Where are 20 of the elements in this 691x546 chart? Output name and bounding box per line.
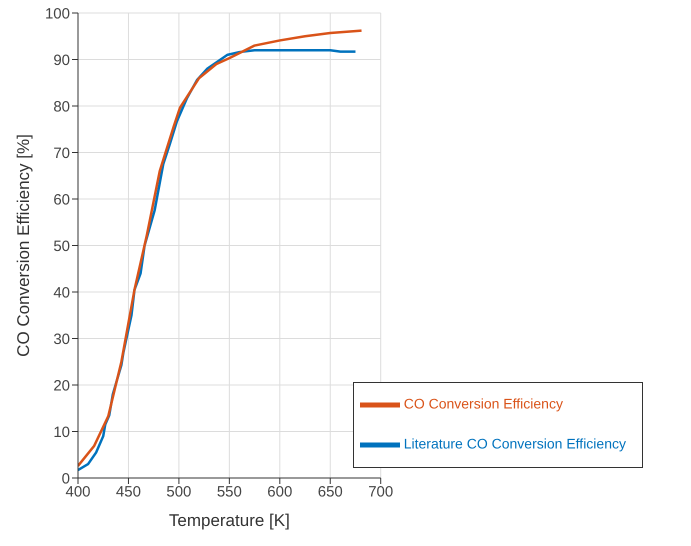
y-tick-label: 90 xyxy=(53,52,70,69)
y-tick-label: 70 xyxy=(53,144,70,162)
y-tick-label: 30 xyxy=(53,330,70,348)
legend-label: CO Conversion Efficiency xyxy=(404,396,563,412)
x-axis-title: Temperature [K] xyxy=(168,511,290,530)
y-tick-label: 20 xyxy=(53,377,70,394)
y-tick-label: 10 xyxy=(53,424,70,441)
y-tick-label: 100 xyxy=(44,5,70,22)
x-tick-label: 600 xyxy=(267,484,292,501)
legend-label: Literature CO Conversion Efficiency xyxy=(404,436,626,452)
y-axis-title: CO Conversion Efficiency [%] xyxy=(14,134,34,357)
y-tick-label: 50 xyxy=(53,238,70,255)
x-tick-label: 500 xyxy=(166,484,192,501)
y-tick-label: 80 xyxy=(53,98,70,116)
y-tick-label: 40 xyxy=(53,284,70,302)
x-tick-label: 650 xyxy=(318,484,343,501)
x-tick-label: 450 xyxy=(116,484,141,501)
y-tick-label: 60 xyxy=(53,191,70,208)
x-tick-label: 550 xyxy=(216,484,242,501)
x-tick-label: 700 xyxy=(368,484,394,501)
